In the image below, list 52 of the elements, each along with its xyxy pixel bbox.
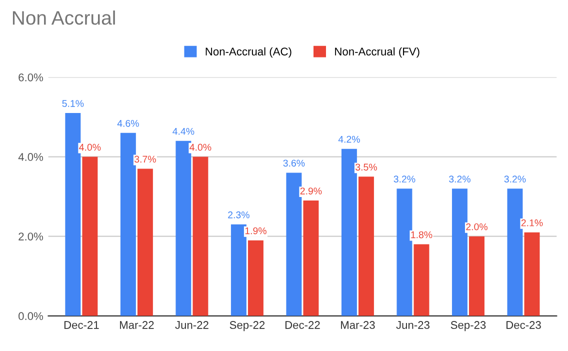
x-tick-label: Mar-23 bbox=[341, 321, 375, 329]
data-label: 3.2% bbox=[394, 176, 416, 183]
data-label: 4.0% bbox=[190, 144, 212, 151]
bar bbox=[414, 244, 430, 316]
data-label: 4.2% bbox=[338, 136, 360, 143]
bar bbox=[120, 132, 136, 316]
bar bbox=[176, 140, 192, 316]
data-label: 3.7% bbox=[134, 156, 156, 163]
bar bbox=[341, 148, 357, 316]
data-label: 3.2% bbox=[504, 176, 526, 183]
data-label: 3.2% bbox=[449, 176, 470, 183]
data-label: 4.0% bbox=[79, 144, 101, 151]
bar bbox=[469, 236, 484, 316]
x-tick-label: Dec-22 bbox=[285, 321, 320, 329]
x-tick-label: Jun-23 bbox=[396, 321, 430, 329]
data-label: 2.3% bbox=[228, 211, 250, 218]
bar bbox=[248, 240, 264, 316]
bar bbox=[192, 156, 208, 316]
data-label: 1.8% bbox=[411, 231, 432, 238]
bar bbox=[137, 168, 153, 316]
bar bbox=[82, 156, 98, 316]
data-label: 4.6% bbox=[117, 120, 139, 127]
bar bbox=[65, 113, 81, 316]
bar bbox=[286, 172, 302, 316]
bar bbox=[396, 188, 412, 316]
y-tick-label: 4.0% bbox=[18, 153, 44, 161]
chart-title: Non Accrual bbox=[12, 10, 115, 25]
bar bbox=[452, 188, 468, 316]
bar bbox=[507, 188, 523, 316]
data-label: 5.1% bbox=[62, 100, 84, 107]
y-tick-label: 6.0% bbox=[18, 73, 44, 82]
data-label: 1.9% bbox=[245, 227, 266, 234]
legend-label: Non-Accrual (AC) bbox=[206, 47, 292, 58]
y-tick-label: 2.0% bbox=[18, 232, 44, 240]
bar bbox=[358, 176, 374, 316]
bar bbox=[524, 232, 540, 316]
bar bbox=[230, 224, 246, 316]
data-label: 4.4% bbox=[172, 128, 194, 135]
y-tick-label: 0.0% bbox=[18, 312, 44, 320]
data-label: 2.0% bbox=[466, 223, 488, 230]
data-label: 2.9% bbox=[300, 188, 322, 194]
bar bbox=[303, 200, 319, 316]
data-label: 3.5% bbox=[356, 164, 377, 171]
x-tick-label: Dec-21 bbox=[64, 321, 99, 329]
x-tick-label: Jun-22 bbox=[175, 321, 208, 329]
data-label: 3.6% bbox=[283, 160, 305, 167]
data-label: 2.1% bbox=[521, 219, 543, 226]
x-tick-label: Dec-23 bbox=[506, 321, 541, 329]
x-tick-label: Sep-23 bbox=[450, 321, 486, 332]
x-tick-label: Sep-22 bbox=[230, 321, 265, 332]
x-tick-label: Mar-22 bbox=[120, 321, 154, 329]
legend-label: Non-Accrual (FV) bbox=[335, 47, 420, 58]
